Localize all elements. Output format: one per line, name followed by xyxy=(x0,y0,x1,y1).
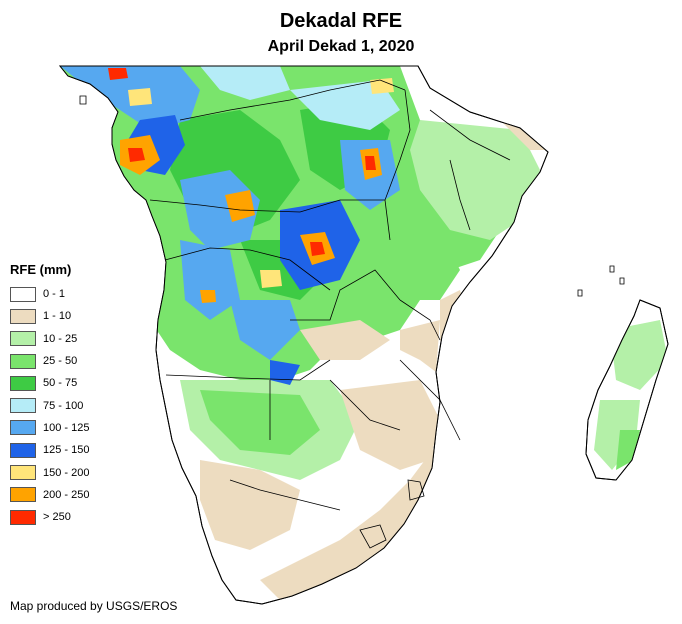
legend-item: 50 - 75 xyxy=(10,372,89,394)
legend-label: 50 - 75 xyxy=(43,377,78,390)
legend-swatch xyxy=(10,420,36,436)
legend-label: 200 - 250 xyxy=(43,488,90,501)
legend-label: 150 - 200 xyxy=(43,466,90,479)
legend-label: 100 - 125 xyxy=(43,421,90,434)
legend-label: 1 - 10 xyxy=(43,310,72,323)
legend-swatch xyxy=(10,487,36,503)
legend-item: 150 - 200 xyxy=(10,461,89,483)
legend-swatch xyxy=(10,509,36,525)
legend-swatch xyxy=(10,375,36,391)
islands xyxy=(79,95,625,297)
legend-swatch xyxy=(10,442,36,458)
legend-title: RFE (mm) xyxy=(10,262,72,277)
legend-label: 125 - 150 xyxy=(43,444,90,457)
country-borders xyxy=(149,79,511,549)
legend-swatch xyxy=(10,353,36,369)
legend-item: 10 - 25 xyxy=(10,328,89,350)
legend-item: 0 - 1 xyxy=(10,283,89,305)
legend-item: > 250 xyxy=(10,506,89,528)
legend-swatch xyxy=(10,331,36,347)
legend: RFE (mm) 0 - 1 1 - 10 10 - 25 25 - 50 50 - 7… xyxy=(10,262,89,528)
madagascar-rainfall xyxy=(594,320,668,470)
map-subtitle: April Dekad 1, 2020 xyxy=(267,38,415,55)
legend-swatch xyxy=(10,398,36,414)
legend-item: 125 - 150 xyxy=(10,439,89,461)
legend-item: 25 - 50 xyxy=(10,350,89,372)
legend-item: 200 - 250 xyxy=(10,484,89,506)
legend-swatch xyxy=(10,308,36,324)
legend-items: 0 - 1 1 - 10 10 - 25 25 - 50 50 - 75 75 - 100… xyxy=(10,283,89,528)
legend-label: 0 - 1 xyxy=(43,288,66,301)
legend-item: 100 - 125 xyxy=(10,417,89,439)
legend-swatch xyxy=(10,286,36,302)
legend-item: 75 - 100 xyxy=(10,394,89,416)
legend-label: 10 - 25 xyxy=(43,332,78,345)
map-title: Dekadal RFE xyxy=(279,10,403,32)
credit-text: Map produced by USGS/EROS xyxy=(10,599,178,613)
legend-label: > 250 xyxy=(43,511,71,524)
legend-label: 75 - 100 xyxy=(43,399,84,412)
legend-swatch xyxy=(10,465,36,481)
legend-label: 25 - 50 xyxy=(43,355,78,368)
legend-item: 1 - 10 xyxy=(10,305,89,327)
